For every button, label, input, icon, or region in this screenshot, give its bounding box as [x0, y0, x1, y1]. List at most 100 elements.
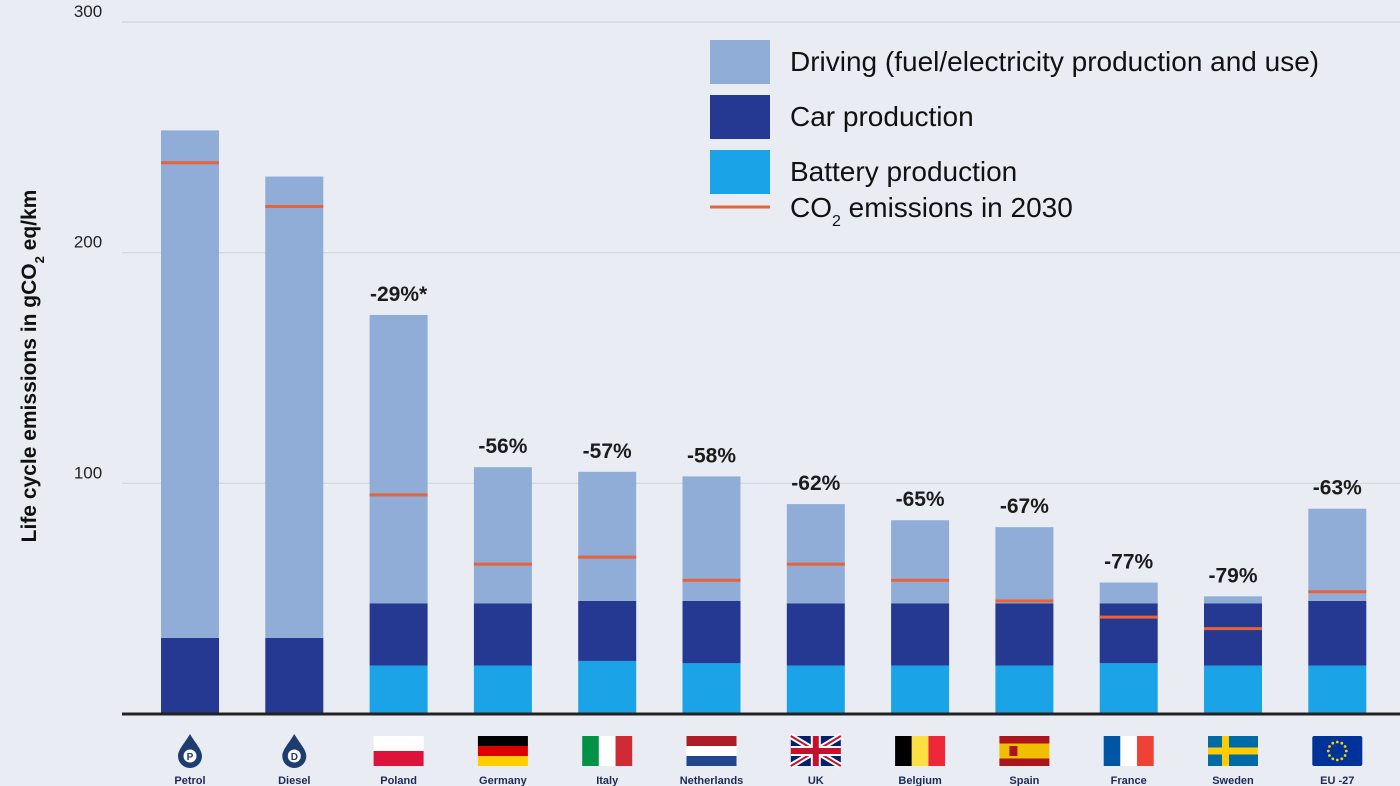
flag-stripe: [999, 743, 1050, 751]
belgium-flag-icon: [895, 736, 946, 766]
bar-battery-production: [682, 663, 741, 714]
legend-swatch-driving: [710, 40, 770, 84]
flag-stripe: [999, 736, 1050, 744]
flag-stripe: [686, 746, 737, 756]
flag-star: [1344, 749, 1348, 753]
bar-driving: [1308, 508, 1367, 601]
reduction-label: -77%: [1104, 551, 1153, 574]
eu-flag-icon: [1312, 736, 1363, 766]
bar-battery-production: [1308, 665, 1367, 714]
flag-stripe: [477, 756, 528, 766]
bar-battery-production: [995, 665, 1054, 714]
flag-star: [1343, 745, 1347, 748]
petrol-drop-icon: P: [178, 734, 202, 768]
flag-star: [1335, 758, 1339, 762]
diesel-drop-icon: D: [282, 734, 307, 768]
flag-stripe: [477, 746, 528, 756]
uk-flag-icon: [789, 733, 843, 769]
flag-field: [1312, 736, 1363, 766]
legend-label: Driving (fuel/electricity production and…: [790, 46, 1319, 77]
flag-star: [1340, 741, 1344, 745]
legend-label: Car production: [790, 101, 974, 132]
x-tick-label: UK: [808, 775, 824, 786]
legend-swatch-battery-production: [710, 150, 770, 194]
bar-driving: [578, 471, 637, 601]
flag-stripe: [911, 736, 929, 766]
flag-cross: [790, 748, 841, 754]
legend-label: Battery production: [790, 156, 1017, 187]
bar-battery-production: [891, 665, 950, 714]
netherlands-flag-icon: [686, 736, 737, 766]
bar-battery-production: [786, 665, 845, 714]
reduction-label: -62%: [791, 472, 840, 495]
flag-star: [1326, 749, 1330, 753]
bar-car-production: [1099, 603, 1158, 664]
bar-car-production: [1204, 603, 1262, 666]
flag-star: [1331, 757, 1335, 761]
bar-driving: [473, 467, 532, 604]
x-tick-label: Netherlands: [680, 775, 744, 786]
y-tick-label: 100: [74, 463, 102, 482]
bar-driving: [161, 130, 219, 638]
reduction-label: -79%: [1208, 564, 1257, 587]
flag-star: [1335, 740, 1339, 744]
bar-battery-production: [578, 660, 637, 714]
flag-stripe: [582, 736, 599, 766]
y-tick-label: 300: [74, 2, 102, 21]
flag-star: [1343, 754, 1347, 757]
bar-driving: [1204, 596, 1262, 604]
legend: Driving (fuel/electricity production and…: [710, 40, 1319, 230]
reduction-label: -29%*: [370, 283, 428, 306]
bar-car-production: [1308, 600, 1367, 666]
reduction-label: -67%: [1000, 495, 1049, 518]
flag-stripe: [895, 736, 912, 766]
drop-inner: [287, 749, 301, 763]
legend-swatch-car-production: [710, 95, 770, 139]
flag-stripe: [686, 736, 737, 746]
flag-stripe: [1120, 736, 1138, 766]
bar-car-production: [265, 637, 324, 714]
flag-stripe: [373, 736, 424, 751]
reduction-label: -65%: [896, 488, 945, 511]
bar-battery-production: [1099, 663, 1158, 714]
reduction-label: -56%: [478, 435, 527, 458]
bar-driving: [1099, 582, 1158, 604]
bar-car-production: [161, 637, 219, 714]
flag-stripe: [928, 736, 946, 766]
flag-star: [1340, 757, 1344, 761]
reduction-label: -58%: [687, 444, 736, 467]
x-tick-label: France: [1111, 775, 1147, 786]
y-axis-label: Life cycle emissions in gCO2 eq/km: [18, 190, 47, 543]
x-tick-label: Belgium: [898, 775, 942, 786]
flag-stripe: [686, 756, 737, 766]
bar-battery-production: [369, 665, 428, 714]
x-tick-label: Spain: [1009, 775, 1039, 786]
bar-car-production: [369, 603, 428, 666]
flag-stripe: [598, 736, 616, 766]
bar-driving: [682, 476, 741, 601]
x-tick-label: Diesel: [278, 775, 310, 786]
flag-stripe: [999, 758, 1050, 766]
flag-stripe: [1103, 736, 1121, 766]
poland-flag-icon: [373, 736, 424, 766]
x-tick-label: Italy: [596, 775, 619, 786]
flag-star: [1331, 741, 1335, 745]
bar-car-production: [578, 600, 637, 661]
flag-cross: [1208, 747, 1258, 755]
drop-letter: D: [291, 752, 298, 763]
flag-star: [1328, 745, 1331, 748]
sweden-flag-icon: [1208, 736, 1258, 766]
flag-stripe: [999, 751, 1050, 759]
bar-battery-production: [1204, 665, 1262, 714]
bar-driving: [891, 520, 950, 604]
bars: [161, 130, 1367, 714]
france-flag-icon: [1103, 736, 1154, 766]
bar-car-production: [473, 603, 532, 666]
flag-stripe: [1137, 736, 1154, 766]
bar-driving: [786, 504, 845, 604]
x-tick-label: Poland: [380, 775, 417, 786]
flag-stripe: [615, 736, 633, 766]
bar-battery-production: [473, 665, 532, 714]
